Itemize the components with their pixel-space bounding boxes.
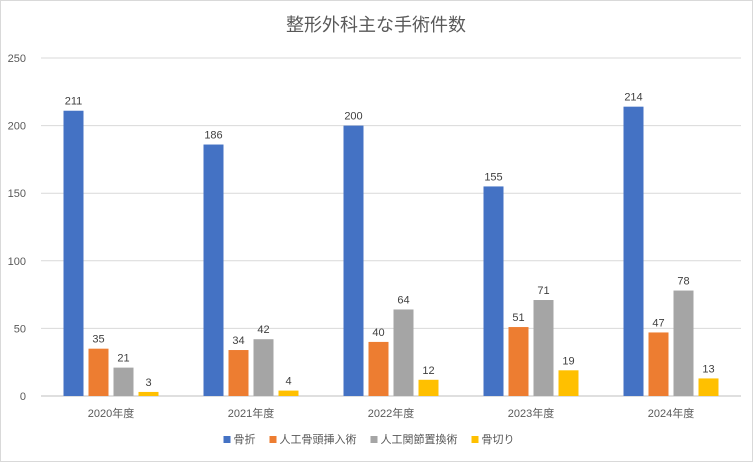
bar	[113, 367, 134, 396]
data-label: 64	[397, 294, 409, 306]
data-label: 13	[702, 363, 714, 375]
data-label: 35	[92, 334, 104, 346]
legend-swatch	[223, 436, 231, 443]
y-tick-label: 250	[8, 53, 26, 65]
x-axis-categories: 2020年度 2021年度 2022年度 2023年度 2024年度	[88, 406, 694, 420]
data-label: 3	[145, 377, 151, 389]
legend-label: 骨折	[234, 432, 256, 446]
data-label: 19	[562, 355, 574, 367]
x-tick-label: 2021年度	[228, 406, 274, 420]
x-tick-label: 2020年度	[88, 406, 134, 420]
bar	[203, 144, 224, 396]
bar	[698, 378, 719, 396]
bar	[368, 341, 389, 396]
data-label: 21	[117, 353, 129, 365]
bar	[63, 110, 84, 396]
x-tick-label: 2024年度	[648, 406, 694, 420]
bars	[63, 106, 719, 396]
bar	[138, 391, 159, 396]
data-label: 155	[484, 171, 502, 183]
chart-title: 整形外科主な手術件数	[286, 15, 466, 35]
y-tick-label: 100	[8, 256, 26, 268]
bar	[418, 379, 439, 396]
bar	[228, 350, 249, 396]
x-tick-label: 2022年度	[368, 406, 414, 420]
data-label: 47	[652, 317, 664, 329]
data-label: 51	[512, 312, 524, 324]
legend-swatch	[471, 436, 479, 443]
data-label: 34	[232, 335, 244, 347]
bar	[483, 186, 504, 396]
bar	[88, 348, 109, 396]
data-label: 4	[285, 376, 291, 388]
legend-swatch	[269, 436, 277, 443]
y-axis-ticks: 0 50 100 150 200 250	[8, 53, 26, 403]
bar	[648, 332, 669, 396]
bar	[558, 370, 579, 396]
data-labels: 211 35 21 3 186 34 42 4 200 40 64 12 155 51 71 19 214 47 7…	[65, 92, 715, 389]
bar	[623, 106, 644, 396]
data-label: 40	[372, 327, 384, 339]
y-tick-label: 50	[14, 323, 26, 335]
bar	[393, 309, 414, 396]
data-label: 214	[624, 92, 642, 104]
bar	[533, 300, 554, 396]
bar	[343, 125, 364, 396]
data-label: 200	[344, 111, 362, 123]
y-tick-label: 0	[20, 391, 26, 403]
bar	[673, 290, 694, 396]
legend-label: 人工骨頭挿入術	[280, 432, 357, 446]
legend-label: 人工関節置換術	[381, 432, 458, 446]
data-label: 42	[257, 324, 269, 336]
x-tick-label: 2023年度	[508, 406, 554, 420]
legend-swatch	[370, 436, 378, 443]
legend-label: 骨切り	[482, 433, 515, 446]
legend: 骨折 人工骨頭挿入術 人工関節置換術 骨切り	[223, 432, 515, 446]
y-tick-label: 200	[8, 121, 26, 133]
data-label: 71	[537, 285, 549, 297]
data-label: 12	[422, 365, 434, 377]
bar	[508, 327, 529, 396]
data-label: 186	[204, 130, 222, 142]
bar	[253, 339, 274, 396]
data-label: 211	[65, 96, 83, 108]
y-tick-label: 150	[8, 188, 26, 200]
bar	[278, 390, 299, 396]
data-label: 78	[677, 276, 689, 288]
